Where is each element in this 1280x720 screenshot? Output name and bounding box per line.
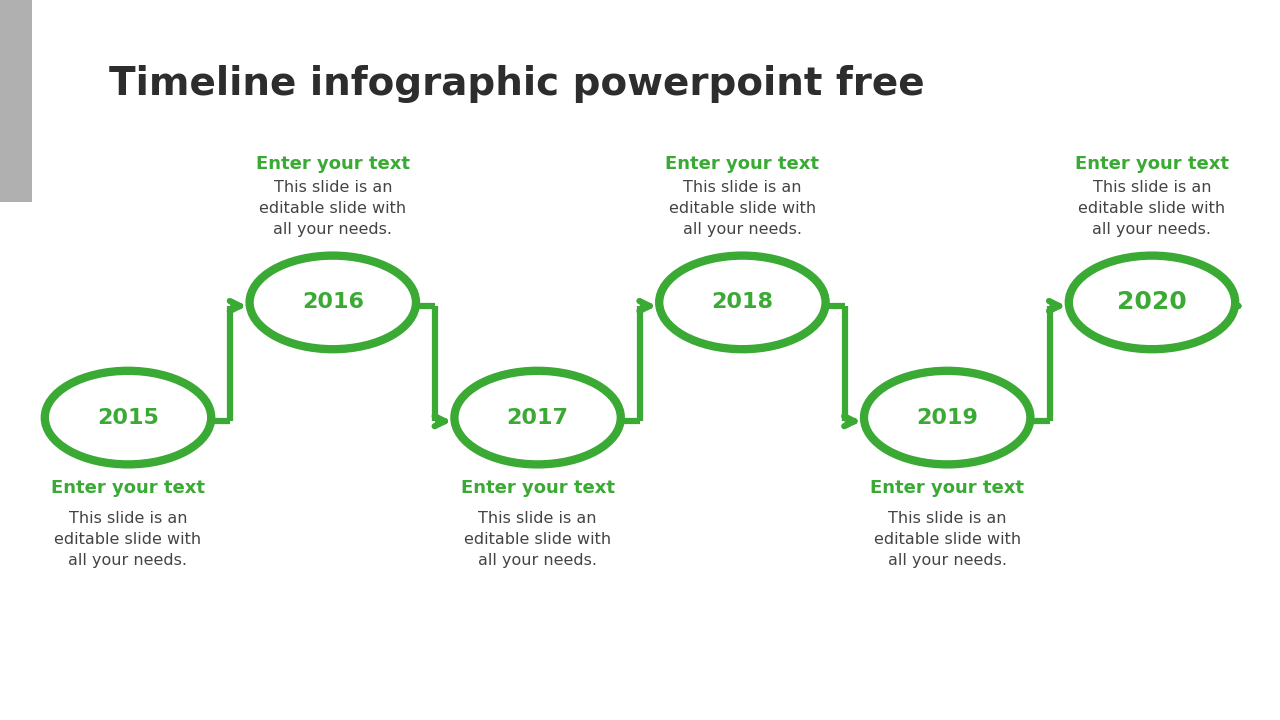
Text: 2018: 2018 — [712, 292, 773, 312]
Text: This slide is an
editable slide with
all your needs.: This slide is an editable slide with all… — [260, 180, 406, 237]
Text: 2020: 2020 — [1117, 290, 1187, 315]
Text: Enter your text: Enter your text — [256, 155, 410, 173]
Text: 2019: 2019 — [916, 408, 978, 428]
Circle shape — [454, 371, 621, 464]
Bar — [0, 0, 32, 202]
Text: Enter your text: Enter your text — [461, 479, 614, 497]
Text: 2016: 2016 — [302, 292, 364, 312]
Text: 2017: 2017 — [507, 408, 568, 428]
Text: This slide is an
editable slide with
all your needs.: This slide is an editable slide with all… — [874, 511, 1020, 568]
Text: Timeline infographic powerpoint free: Timeline infographic powerpoint free — [109, 65, 924, 103]
Text: This slide is an
editable slide with
all your needs.: This slide is an editable slide with all… — [55, 511, 201, 568]
Circle shape — [864, 371, 1030, 464]
Text: Enter your text: Enter your text — [51, 479, 205, 497]
Text: Enter your text: Enter your text — [1075, 155, 1229, 173]
Circle shape — [250, 256, 416, 349]
Circle shape — [45, 371, 211, 464]
Circle shape — [1069, 256, 1235, 349]
Text: 2015: 2015 — [97, 408, 159, 428]
Text: Enter your text: Enter your text — [870, 479, 1024, 497]
Text: This slide is an
editable slide with
all your needs.: This slide is an editable slide with all… — [465, 511, 611, 568]
Text: This slide is an
editable slide with
all your needs.: This slide is an editable slide with all… — [669, 180, 815, 237]
Circle shape — [659, 256, 826, 349]
Text: This slide is an
editable slide with
all your needs.: This slide is an editable slide with all… — [1079, 180, 1225, 237]
Text: Enter your text: Enter your text — [666, 155, 819, 173]
